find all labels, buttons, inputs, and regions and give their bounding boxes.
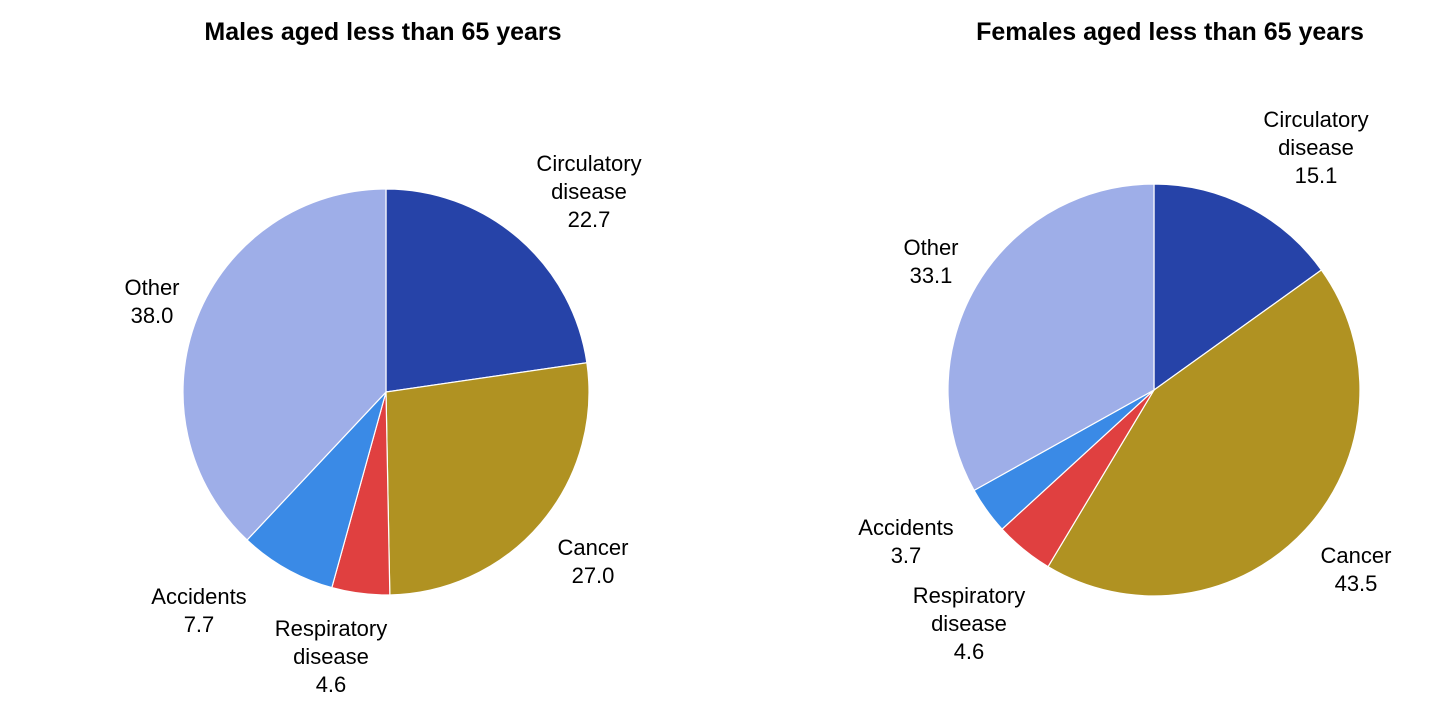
slice-value: 7.7 [183, 612, 215, 637]
chart-title-females: Females aged less than 65 years [976, 18, 1364, 46]
slice-label-text: Cancer [1320, 543, 1392, 568]
slice-label-males-respiratory-disease: Respiratory disease 4.6 [275, 615, 387, 699]
pie-slice-males-cancer [385, 362, 590, 596]
slice-label-text: disease [1278, 135, 1354, 160]
slice-label-text: Other [903, 235, 959, 260]
slice-label-text: Cancer [557, 535, 629, 560]
slice-value: 15.1 [1294, 163, 1338, 188]
chart-title-males: Males aged less than 65 years [204, 18, 562, 46]
pie-chart-males: Males aged less than 65 years Circulator… [124, 18, 641, 699]
pie-slice-males-accidents [246, 391, 387, 589]
slice-value: 4.6 [953, 639, 985, 664]
slice-value: 3.7 [890, 543, 922, 568]
slice-value: 27.0 [571, 563, 615, 588]
slice-label-females-respiratory-disease: Respiratory disease 4.6 [913, 582, 1025, 666]
slice-label-text: Respiratory [274, 616, 388, 641]
slice-value: 4.6 [315, 672, 347, 697]
pie-slice-females-other [947, 183, 1155, 492]
slice-label-text: Accidents [858, 515, 954, 540]
slice-value: 43.5 [1334, 571, 1378, 596]
slice-label-text: Respiratory [912, 583, 1026, 608]
slice-label-females-other: Other 33.1 [903, 234, 958, 290]
slice-value: 38.0 [130, 303, 174, 328]
pie-slice-females-circulatory-disease [1153, 183, 1323, 392]
pie-males [182, 188, 590, 596]
slice-value: 33.1 [909, 263, 953, 288]
slice-label-females-circulatory-disease: Circulatory disease 15.1 [1263, 106, 1368, 190]
slice-label-text: Accidents [151, 584, 247, 609]
pie-chart-females: Females aged less than 65 years Circulat… [726, 0, 1452, 710]
slice-label-females-cancer: Cancer 43.5 [1321, 542, 1392, 598]
slice-value: 22.7 [567, 207, 611, 232]
slice-label-females-accidents: Accidents 3.7 [858, 514, 953, 570]
slice-label-text: disease [293, 644, 369, 669]
slice-label-males-other: Other 38.0 [124, 274, 179, 330]
slice-label-text: Circulatory [1263, 107, 1369, 132]
slice-label-text: disease [551, 179, 627, 204]
slice-label-text: disease [931, 611, 1007, 636]
slice-label-males-circulatory-disease: Circulatory disease 22.7 [536, 150, 641, 234]
pie-females [947, 183, 1361, 597]
pie-slice-males-circulatory-disease [385, 188, 588, 393]
slice-label-text: Circulatory [536, 151, 642, 176]
slice-label-males-accidents: Accidents 7.7 [151, 583, 246, 639]
slice-label-text: Other [124, 275, 180, 300]
pie-slice-females-cancer [1047, 269, 1361, 597]
slice-label-males-cancer: Cancer 27.0 [558, 534, 629, 590]
pie-slice-males-other [182, 188, 387, 541]
